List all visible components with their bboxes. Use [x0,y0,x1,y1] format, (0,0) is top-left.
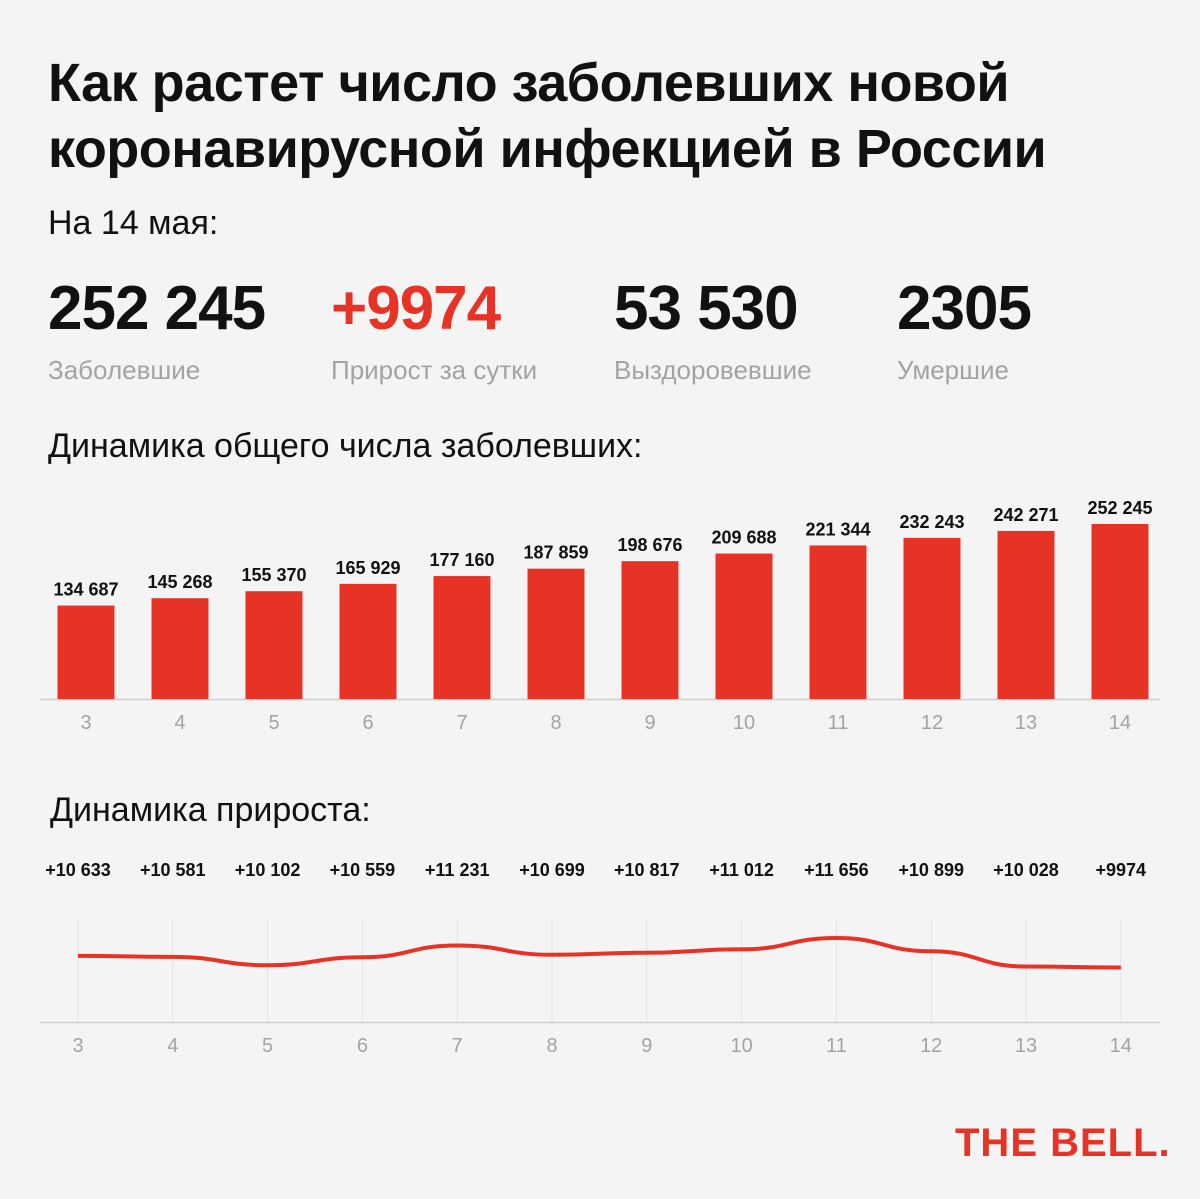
bar [809,545,867,699]
series-line [77,936,1121,970]
x-tick-label: 5 [268,712,279,734]
point-value-label: +10 102 [235,860,301,880]
x-tick-label: 10 [733,712,755,734]
bar [621,561,679,699]
bar [57,605,115,699]
stat-deaths: 2305 Умершие [897,274,1032,386]
bar [245,591,303,699]
bar [433,576,491,699]
x-tick-label: 9 [644,712,655,734]
bar-value-label: 242 271 [993,505,1058,525]
x-tick-label: 3 [80,712,91,734]
totals-section-title: Динамика общего числа заболевших: [48,427,643,465]
bar-value-label: 145 268 [147,572,212,592]
stat-deaths-value: 2305 [897,274,1032,343]
bar [1091,524,1149,699]
point-value-label: +10 633 [45,860,111,880]
x-tick-label: 14 [1109,712,1131,734]
stat-cases-label: Заболевшие [48,355,201,385]
bar-value-label: 252 245 [1087,498,1152,518]
totals-bar-chart: 134 687 3 145 268 4 155 370 5 165 929 6 177 160 7… [40,498,1160,734]
x-tick-label: 3 [72,1035,83,1057]
x-tick-label: 12 [921,712,943,734]
x-tick-label: 10 [730,1035,752,1057]
date-label: На 14 мая: [48,204,219,242]
bar-value-label: 155 370 [241,565,306,585]
stat-growth: +9974 Прирост за сутки [331,274,537,386]
point-value-label: +10 899 [898,860,964,880]
bar [339,583,397,699]
x-tick-label: 4 [174,712,185,734]
bar-value-label: 232 243 [899,512,964,532]
stat-recovered-value: 53 530 [614,274,799,343]
bar-value-label: 187 859 [523,543,588,563]
x-tick-label: 8 [550,712,561,734]
bar-value-label: 177 160 [429,550,494,570]
point-value-label: +9974 [1096,860,1147,880]
stat-recovered: 53 530 Выздоровевшие [614,274,812,386]
x-tick-label: 9 [641,1035,652,1057]
stat-deaths-label: Умершие [897,355,1009,385]
bar-value-label: 209 688 [711,528,776,548]
brand-logo: THE BELL. [955,1121,1171,1165]
x-tick-label: 4 [167,1035,178,1057]
stat-growth-value: +9974 [331,274,501,343]
growth-line-chart: +10 633 3 +10 581 4 +10 102 5 +10 559 6 +11 231 7… [40,860,1160,1057]
x-tick-label: 11 [826,1035,847,1057]
point-value-label: +10 581 [140,860,206,880]
bar-value-label: 134 687 [53,580,118,600]
x-tick-label: 12 [920,1035,942,1057]
bar [527,568,585,699]
x-tick-label: 13 [1015,1035,1037,1057]
stat-cases: 252 245 Заболевшие [48,274,266,386]
x-tick-label: 6 [357,1035,368,1057]
x-tick-label: 7 [452,1035,463,1057]
point-value-label: +10 559 [330,860,396,880]
x-tick-label: 8 [546,1035,557,1057]
chart-title: Как растет число заболевших новой корона… [48,53,1047,179]
x-tick-label: 14 [1110,1035,1132,1057]
x-tick-label: 13 [1015,712,1037,734]
bar [997,530,1055,699]
point-value-label: +11 656 [804,860,869,880]
stat-growth-label: Прирост за сутки [331,355,538,385]
x-tick-label: 6 [362,712,373,734]
bar [715,553,773,699]
growth-section-title: Динамика прироста: [50,791,371,829]
stat-cases-value: 252 245 [48,274,266,343]
bar-value-label: 221 344 [805,519,870,539]
bar-value-label: 165 929 [335,558,400,578]
point-value-label: +10 028 [993,860,1059,880]
x-tick-label: 5 [262,1035,273,1057]
stat-recovered-label: Выздоровевшие [614,355,812,385]
point-value-label: +11 012 [709,860,774,880]
x-tick-label: 7 [456,712,467,734]
bar-value-label: 198 676 [617,535,682,555]
point-value-label: +11 231 [425,860,490,880]
bar [151,598,209,699]
point-value-label: +10 699 [519,860,585,880]
bar [903,537,961,699]
point-value-label: +10 817 [614,860,680,880]
x-tick-label: 11 [828,712,849,734]
